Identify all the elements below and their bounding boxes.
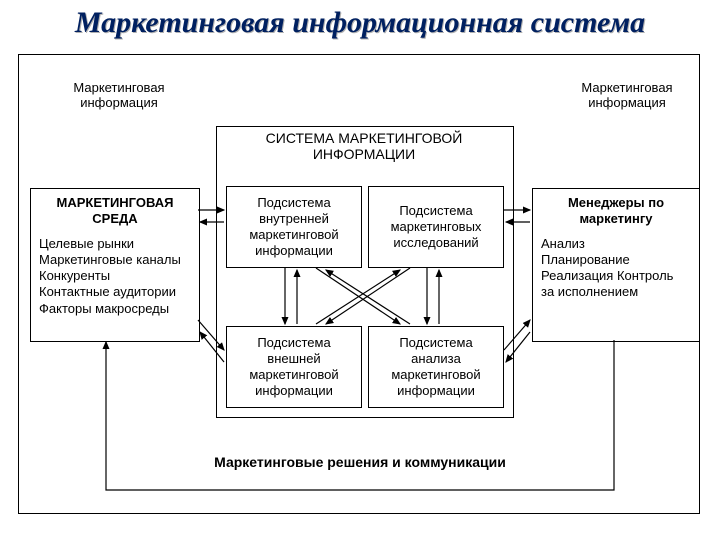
subsystem-internal-info: Подсистема внутренней маркетинговой инфо…: [226, 186, 362, 268]
left-box-body: Целевые рынки Маркетинговые каналы Конку…: [39, 236, 191, 317]
sub-bl-text: Подсистема внешней маркетинговой информа…: [249, 335, 338, 400]
right-box-body: Анализ Планирование Реализация Контроль …: [541, 236, 691, 301]
subsystem-analysis: Подсистема анализа маркетинговой информа…: [368, 326, 504, 408]
top-right-label: Маркетинговая информация: [562, 80, 692, 110]
left-box-heading: МАРКЕТИНГОВАЯ СРЕДА: [39, 195, 191, 228]
sub-tr-text: Подсистема маркетинговых исследований: [391, 203, 482, 252]
sub-tl-text: Подсистема внутренней маркетинговой инфо…: [249, 195, 338, 260]
bottom-label: Маркетинговые решения и коммуникации: [200, 454, 520, 470]
right-box-heading: Менеджеры по маркетингу: [541, 195, 691, 228]
top-left-label: Маркетинговая информация: [54, 80, 184, 110]
center-header: СИСТЕМА МАРКЕТИНГОВОЙ ИНФОРМАЦИИ: [216, 130, 512, 162]
subsystem-external-info: Подсистема внешней маркетинговой информа…: [226, 326, 362, 408]
sub-br-text: Подсистема анализа маркетинговой информа…: [391, 335, 480, 400]
subsystem-research: Подсистема маркетинговых исследований: [368, 186, 504, 268]
left-box: МАРКЕТИНГОВАЯ СРЕДА Целевые рынки Маркет…: [30, 188, 200, 342]
right-box: Менеджеры по маркетингу Анализ Планирова…: [532, 188, 700, 342]
page-title: Маркетинговая информационная система: [0, 0, 720, 40]
